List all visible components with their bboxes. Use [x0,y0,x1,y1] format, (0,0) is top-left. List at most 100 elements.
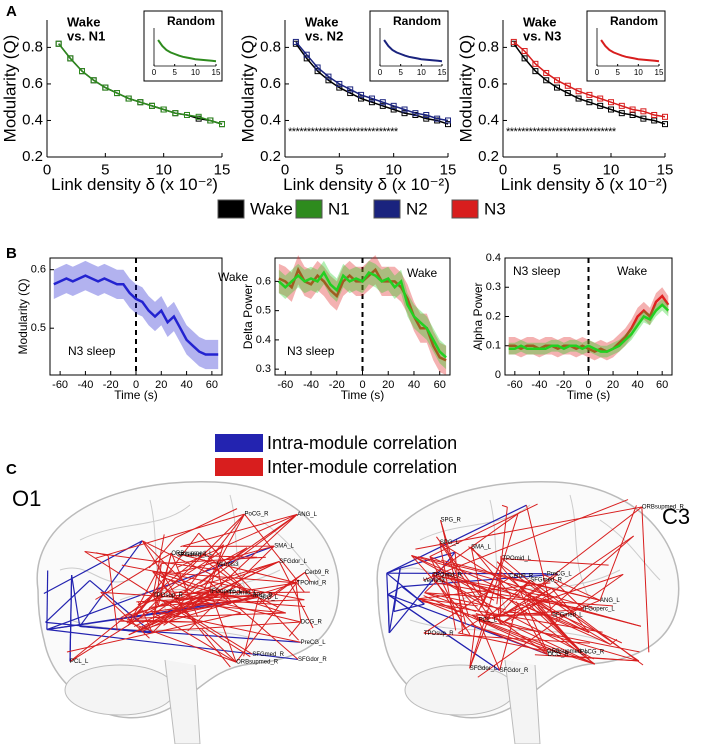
node-label: SPG_R [252,593,273,599]
node-label: SFGmed_L [552,613,583,619]
inter-module-edge [418,598,484,620]
gyrus [569,494,591,601]
y-axis-label: Modularity (Q) [0,35,19,143]
inter-module-edge [294,578,302,623]
marker [597,95,604,102]
y-tick-label: 0.3 [486,281,501,293]
inset-x-tick-label: 15 [438,68,447,77]
inter-module-edge [528,599,581,653]
chart-title: vs. N2 [305,28,343,43]
node-label: Cerb9_R [305,570,330,576]
marker [640,115,647,122]
inter-module-edge [228,591,310,594]
marker [368,99,375,106]
inter-module-edge [469,514,519,669]
node-label: SMA_L [274,544,294,550]
marker [629,106,636,113]
x-tick-label: 0 [359,379,365,391]
panel-label: C [6,461,17,478]
x-tick-label: 10 [603,161,620,178]
inter-module-edge [100,591,306,607]
y-axis-label: Delta Power [241,284,255,349]
node-label: IFGoperc_L [583,607,615,613]
node-label: SPG_L [440,540,460,546]
node-label: TPOmid_L [502,556,531,562]
legend-swatch [451,199,479,219]
inter-module-edge [69,603,164,662]
y-axis-label: Modularity (Q) [238,35,257,143]
series-line [295,41,449,122]
inter-module-edge [174,545,275,574]
node-label: Cerb9_R [509,574,534,580]
intra-module-edge [387,593,500,671]
intra-module-edge [393,603,425,613]
inter-module-edge [454,552,464,634]
marker [336,84,343,91]
gyrus [69,619,261,641]
inter-module-edge [501,504,508,508]
inter-module-edge [157,553,172,607]
inter-module-edge [180,513,298,548]
plot: -60 -40 -20 0 20 40 60 0.3 0.4 0.5 0.6 Time (s) Delt… [241,255,451,402]
y-tick-label: 0.4 [478,111,499,128]
inset-x-tick-label: 10 [634,68,643,77]
node-label: PreCG_L [301,640,327,646]
inter-module-edge [439,542,457,631]
inset-x-tick-label: 15 [212,68,221,77]
inter-module-edge [528,573,559,596]
marker [662,121,668,128]
marker [575,95,582,102]
inter-module-edge [200,513,298,587]
gyrus [489,499,511,621]
inter-module-edge [445,573,590,634]
inter-module-edge [304,572,311,582]
marker [618,110,625,117]
node-label: DCG_R [301,620,323,626]
legend-label: Intra-module correlation [267,433,457,453]
legend-swatch [215,458,263,476]
x-axis-label: Link density δ (x 10⁻²) [501,175,668,194]
marker [219,121,225,128]
inter-module-edge [527,594,611,645]
inset-frame [143,10,223,82]
x-tick-label: 0 [499,161,507,178]
intra-module-edge [45,579,91,623]
series-line [508,294,670,353]
marker [532,68,539,75]
marker [184,111,190,118]
inter-module-edge [243,597,260,657]
inset-title: Random [610,14,658,28]
intra-module-edge [401,573,559,588]
inter-module-edge [183,554,297,584]
x-tick-label: -60 [52,379,68,391]
inter-module-edge [201,628,237,663]
node-label: TPOmid_R [432,573,462,579]
inter-module-edge [484,579,531,621]
inset-line [383,39,443,63]
significance-marks: ***************************** [288,126,399,138]
plot: -60 -40 -20 0 20 40 60 0.5 0.6 Time (s) Modularity… [16,257,249,402]
marker [292,38,299,45]
marker [207,117,214,124]
inter-module-edge [415,506,642,550]
node-label: ORBsupmed_R [642,505,685,511]
gyrus [229,494,251,601]
inter-module-edge [203,513,245,589]
marker [618,102,625,109]
inter-module-edge [258,572,306,605]
y-tick-label: 0.2 [260,148,281,165]
inset-x-tick-label: 0 [378,68,383,77]
inter-module-edge [288,621,302,637]
inter-module-edge [411,554,506,599]
inset-x-tick-label: 15 [655,68,664,77]
node-label: SFGdor_L [470,666,498,672]
node-label: TPOsup_R [153,593,183,599]
inter-module-edge [161,556,266,564]
node-label: SFGdor_R [298,657,327,663]
x-axis-label: Link density δ (x 10⁻²) [51,175,218,194]
x-tick-label: 40 [408,379,420,391]
plot: 0 5 10 15 0.2 0.4 0.6 0.8 Link density δ (x 10⁻²… [0,10,230,194]
node-label: SFGmed_R [530,578,562,584]
inter-module-edge [244,513,299,583]
inter-module-edge [84,551,251,658]
